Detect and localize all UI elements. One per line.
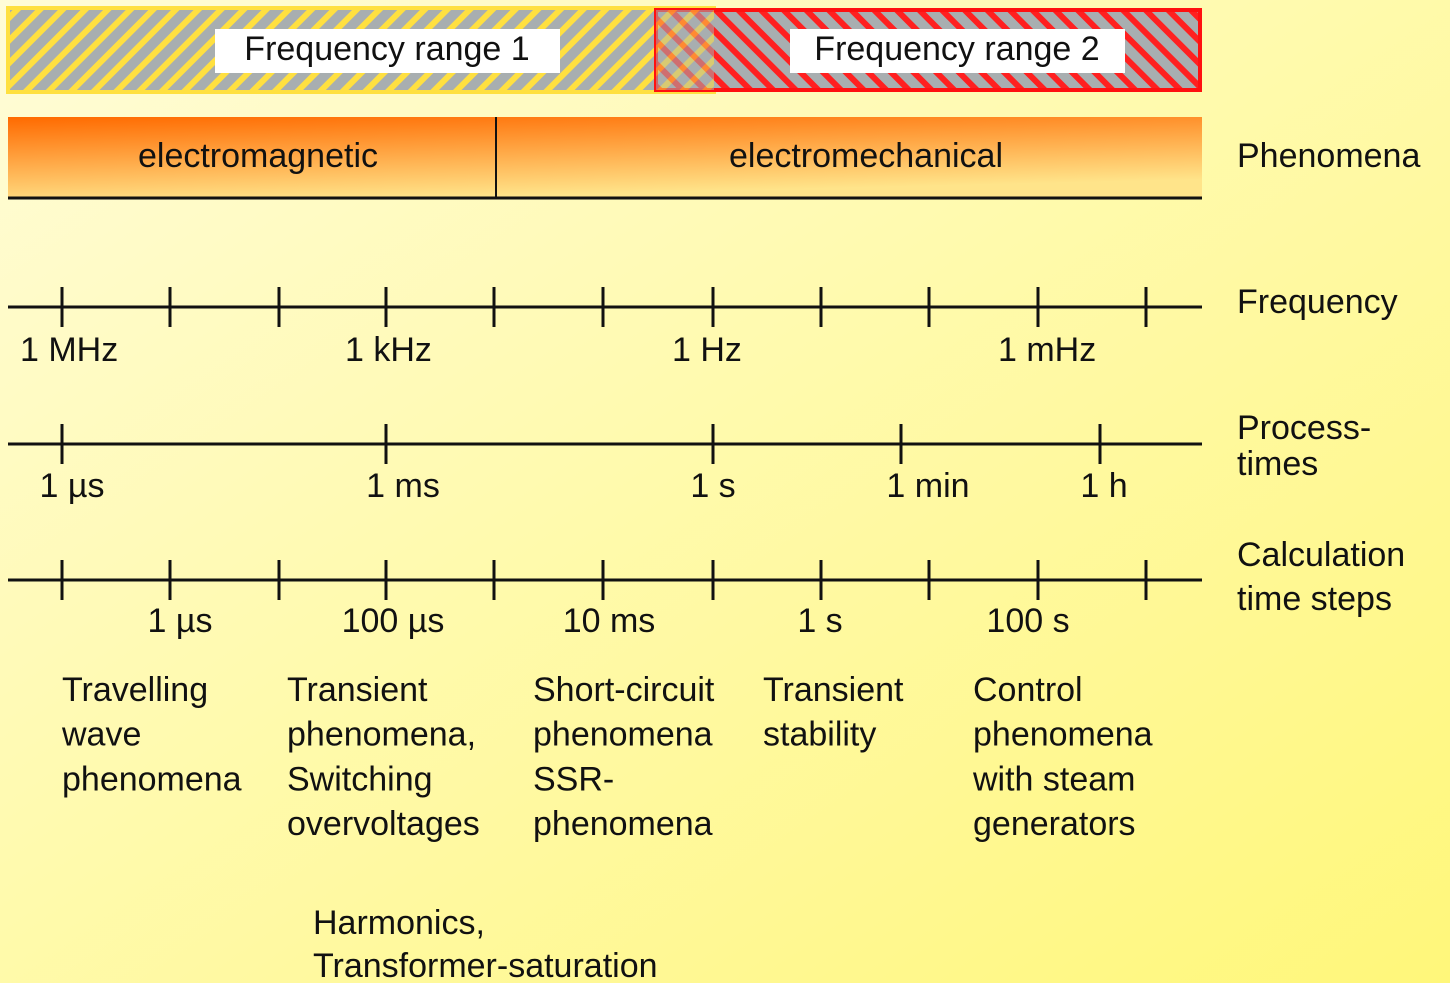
axis-label: time steps [1237, 580, 1392, 618]
phenomena-segment: electromagnetic [138, 137, 378, 175]
range-label-box [790, 29, 1125, 73]
phenomenon-text: Control [973, 671, 1083, 709]
footer-text: Harmonics, [313, 904, 485, 942]
phenomenon-text: generators [973, 805, 1136, 843]
phenomenon-text: phenomena [62, 760, 242, 798]
range-label: Frequency range 2 [814, 30, 1099, 68]
phenomenon-text: phenomena [533, 716, 713, 754]
overlap [656, 10, 714, 90]
phenomenon-text: Switching [287, 760, 433, 798]
phenomenon-text: phenomena [533, 805, 713, 843]
phenomenon-text: Short-circuit [533, 671, 715, 709]
tick-label: 1 MHz [20, 331, 118, 369]
phenomena-segment: electromechanical [729, 137, 1003, 175]
phenomenon-text: wave [61, 716, 141, 754]
tick-label: 1 ms [366, 467, 440, 505]
tick-label: 1 s [690, 467, 735, 505]
tick-label: 1 µs [40, 467, 105, 505]
range-label: Frequency range 1 [244, 30, 529, 68]
tick-label: 1 kHz [345, 331, 432, 369]
axis-label: Calculation [1237, 536, 1405, 574]
range-label-box [215, 29, 560, 73]
phenomenon-text: stability [763, 716, 876, 754]
phenomena-bar [8, 117, 1202, 198]
tick-label: 1 mHz [998, 331, 1096, 369]
tick-label: 1 min [886, 467, 969, 505]
footer-text: Transformer-saturation [313, 947, 658, 983]
phenomenon-text: with steam [972, 760, 1136, 798]
axis-label: times [1237, 445, 1318, 483]
phenomenon-text: Transient [763, 671, 904, 709]
axis-label: Frequency [1237, 283, 1398, 321]
phenomenon-text: Travelling [62, 671, 208, 709]
tick-label: 1 Hz [672, 331, 742, 369]
tick-label: 100 s [986, 602, 1069, 640]
tick-label: 10 ms [563, 602, 656, 640]
tick-label: 1 µs [148, 602, 213, 640]
phenomenon-text: Transient [287, 671, 428, 709]
phenomenon-text: SSR- [533, 760, 614, 798]
tick-label: 100 µs [342, 602, 445, 640]
tick-label: 1 h [1080, 467, 1127, 505]
phenomena-label: Phenomena [1237, 137, 1420, 175]
phenomenon-text: phenomena [973, 716, 1153, 754]
phenomenon-text: phenomena, [287, 716, 476, 754]
phenomenon-text: overvoltages [287, 805, 480, 843]
axis-label: Process- [1237, 409, 1371, 447]
tick-label: 1 s [797, 602, 842, 640]
